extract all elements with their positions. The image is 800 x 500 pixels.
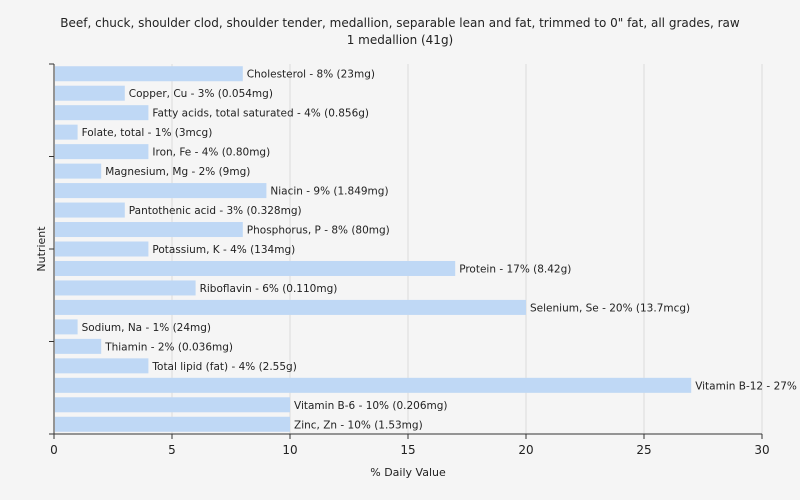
bar [55, 358, 149, 374]
bar [55, 66, 243, 82]
bar-labels: Cholesterol - 8% (23mg) Copper, Cu - 3% (… [82, 69, 800, 432]
gridlines [171, 64, 763, 434]
bar-label: Vitamin B-12 - 27% (1.63mcg) [695, 380, 800, 392]
bar [55, 280, 196, 296]
bar-label: Total lipid (fat) - 4% (2.55g) [151, 361, 296, 373]
bar [55, 144, 149, 160]
bar-label: Zinc, Zn - 10% (1.53mg) [294, 419, 423, 431]
bar-label: Protein - 17% (8.42g) [459, 263, 571, 275]
bar-label: Folate, total - 1% (3mcg) [82, 127, 213, 139]
bar-label: Niacin - 9% (1.849mg) [270, 186, 388, 198]
bars [55, 66, 692, 432]
bar-label: Cholesterol - 8% (23mg) [247, 69, 375, 81]
y-axis-title: Nutrient [35, 226, 48, 272]
x-axis-title: % Daily Value [370, 466, 446, 479]
bar [55, 163, 102, 179]
bar-label: Riboflavin - 6% (0.110mg) [200, 283, 338, 295]
bar [55, 124, 78, 140]
bar [55, 416, 290, 432]
bar [55, 222, 243, 238]
x-tick-label: 30 [754, 443, 769, 457]
bar [55, 105, 149, 121]
bar [55, 299, 526, 315]
bar [55, 85, 125, 101]
x-tick-label: 25 [636, 443, 651, 457]
bar [55, 319, 78, 335]
bar [55, 202, 125, 218]
x-tick-label: 5 [168, 443, 176, 457]
bar-label: Sodium, Na - 1% (24mg) [82, 322, 211, 334]
bar-label: Vitamin B-6 - 10% (0.206mg) [294, 400, 448, 412]
bar-label: Copper, Cu - 3% (0.054mg) [129, 88, 273, 100]
x-ticks: 0 5 10 15 20 25 30 [50, 434, 770, 457]
bar-label: Pantothenic acid - 3% (0.328mg) [129, 205, 302, 217]
bar [55, 260, 456, 276]
bar-label: Potassium, K - 4% (134mg) [152, 244, 295, 256]
bar [55, 377, 692, 393]
bar [55, 183, 267, 199]
bar-label: Iron, Fe - 4% (0.80mg) [152, 147, 270, 159]
bar-label: Magnesium, Mg - 2% (9mg) [105, 166, 250, 178]
chart-title: Beef, chuck, shoulder clod, shoulder ten… [60, 16, 740, 30]
bar-label: Phosphorus, P - 8% (80mg) [247, 225, 390, 237]
bar-label: Fatty acids, total saturated - 4% (0.856… [152, 108, 369, 120]
x-tick-label: 20 [518, 443, 533, 457]
bar [55, 397, 290, 413]
x-tick-label: 15 [400, 443, 415, 457]
x-tick-label: 10 [282, 443, 297, 457]
bar [55, 338, 102, 354]
x-tick-label: 0 [50, 443, 58, 457]
bar-label: Thiamin - 2% (0.036mg) [104, 341, 233, 353]
bar [55, 241, 149, 257]
chart-subtitle: 1 medallion (41g) [347, 33, 454, 47]
bar-label: Selenium, Se - 20% (13.7mcg) [530, 302, 690, 314]
